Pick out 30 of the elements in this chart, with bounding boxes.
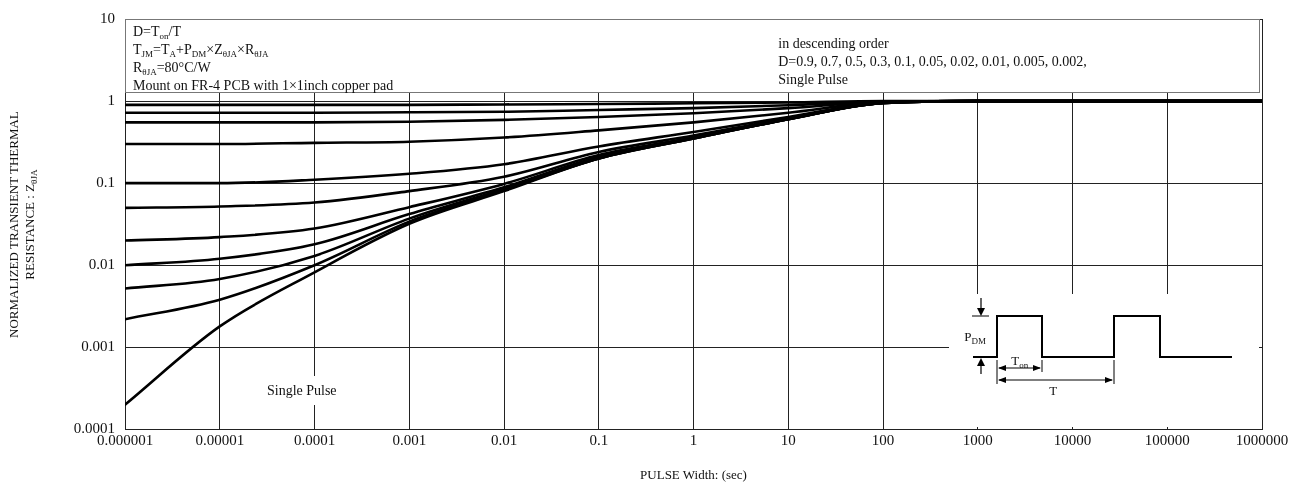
x-tick-label: 10000: [1053, 432, 1092, 449]
y-tick-label: 10: [100, 9, 115, 26]
x-tick-label: 100000: [1144, 432, 1190, 449]
x-tick-label: 0.001: [392, 432, 427, 449]
annotation: in descending order: [778, 36, 889, 51]
x-tick-label: 0.0001: [293, 432, 336, 449]
x-axis-title: PULSE Width: (sec): [640, 466, 747, 482]
text: T$_{JM}$=T$_{A}$+P$_{DM}$×Z$_{θJA}$×R$_{θJA}$: [133, 42, 269, 59]
annotation: Single Pulse: [256, 376, 347, 406]
x-tick-label: 10: [780, 432, 796, 449]
annotation: D=T$_{on}$/T: [133, 24, 182, 41]
x-tick-label: 1000: [962, 432, 993, 449]
annotation: R$_{θJA}$=80°C/W: [133, 60, 211, 77]
annotation: T$_{on}$: [1011, 351, 1029, 370]
x-tick-label: 0.01: [490, 432, 518, 449]
annotation: Single Pulse: [778, 72, 848, 87]
annotation: D=0.9, 0.7, 0.5, 0.3, 0.1, 0.05, 0.02, 0.01, 0.005, 0.002,: [778, 54, 1087, 69]
y-tick-label: 1: [107, 92, 115, 109]
y-tick-label: 0.001: [81, 338, 115, 355]
annotation: T: [1049, 381, 1058, 399]
y-tick-label: 0.1: [96, 174, 115, 191]
x-tick-label: 0.1: [589, 432, 609, 449]
x-tick-label: 0.00001: [195, 432, 245, 449]
x-tick-label: 1000000: [1235, 432, 1289, 449]
x-tick-label: 1: [689, 432, 698, 449]
annotation: Mount on FR-4 PCB with 1×1inch copper pad: [133, 78, 394, 93]
y-tick-label: 0.01: [88, 256, 115, 273]
annotation: P$_{DM}$: [964, 327, 986, 346]
x-tick-label: 100: [871, 432, 895, 449]
x-tick-label: 0.000001: [96, 432, 154, 449]
